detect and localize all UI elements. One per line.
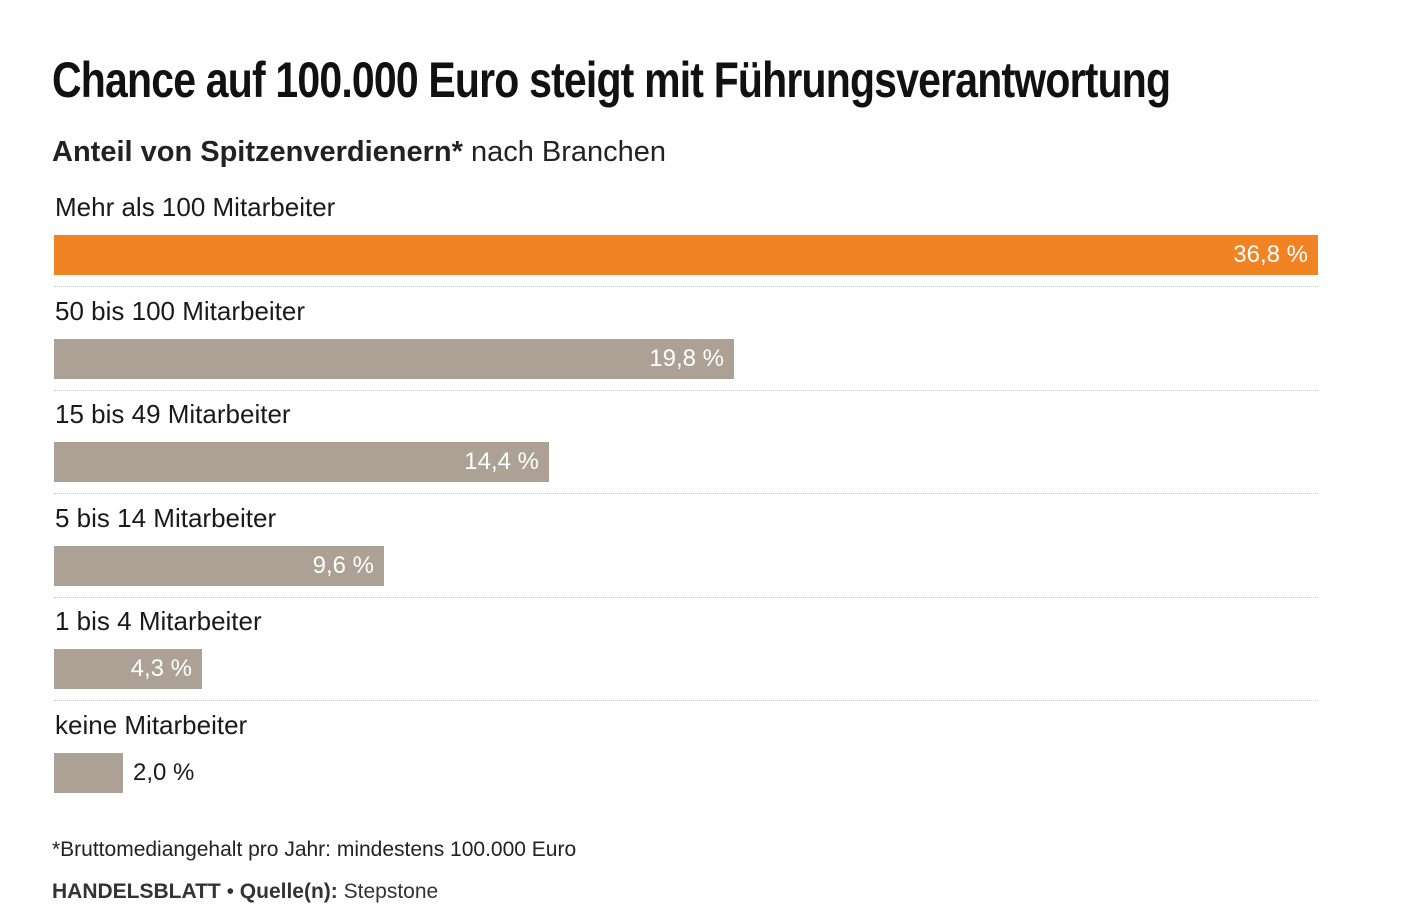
footnote: *Bruttomediangehalt pro Jahr: mindestens… (52, 838, 577, 861)
chart-subtitle: Anteil von Spitzenverdienern* nach Branc… (52, 134, 666, 170)
source-separator: • (220, 880, 240, 903)
category-label: keine Mitarbeiter (55, 710, 248, 740)
bar (54, 753, 123, 793)
value-label: 14,4 % (464, 448, 539, 476)
row-divider (54, 389, 1318, 391)
row-divider (54, 493, 1318, 495)
chart-title: Chance auf 100.000 Euro steigt mit Führu… (52, 52, 1171, 108)
source-line: HANDELSBLATT • Quelle(n): Stepstone (52, 878, 438, 906)
bar (54, 545, 384, 586)
bar (54, 338, 734, 379)
source-value: Stepstone (337, 880, 439, 903)
source-label: Quelle(n): (239, 880, 338, 903)
category-label: 15 bis 49 Mitarbeiter (55, 399, 291, 430)
category-label: 50 bis 100 Mitarbeiter (55, 295, 306, 326)
value-label: 36,8 % (1233, 241, 1308, 268)
bar (54, 649, 202, 690)
category-label: Mehr als 100 Mitarbeiter (55, 192, 336, 222)
row-divider (54, 700, 1318, 702)
row-divider (54, 286, 1318, 287)
value-label: 9,6 % (312, 551, 374, 579)
subtitle-bold: Anteil von Spitzenverdienern* (52, 136, 463, 168)
subtitle-rest: nach Branchen (462, 136, 667, 168)
category-label: 5 bis 14 Mitarbeiter (55, 502, 277, 533)
publisher-name: HANDELSBLATT (52, 880, 221, 903)
bar (54, 442, 549, 483)
category-label: 1 bis 4 Mitarbeiter (55, 606, 262, 637)
value-label: 4,3 % (130, 655, 192, 683)
value-label: 2,0 % (133, 759, 195, 786)
bar (54, 235, 1318, 275)
row-divider (54, 596, 1318, 598)
value-label: 19,8 % (649, 344, 724, 372)
